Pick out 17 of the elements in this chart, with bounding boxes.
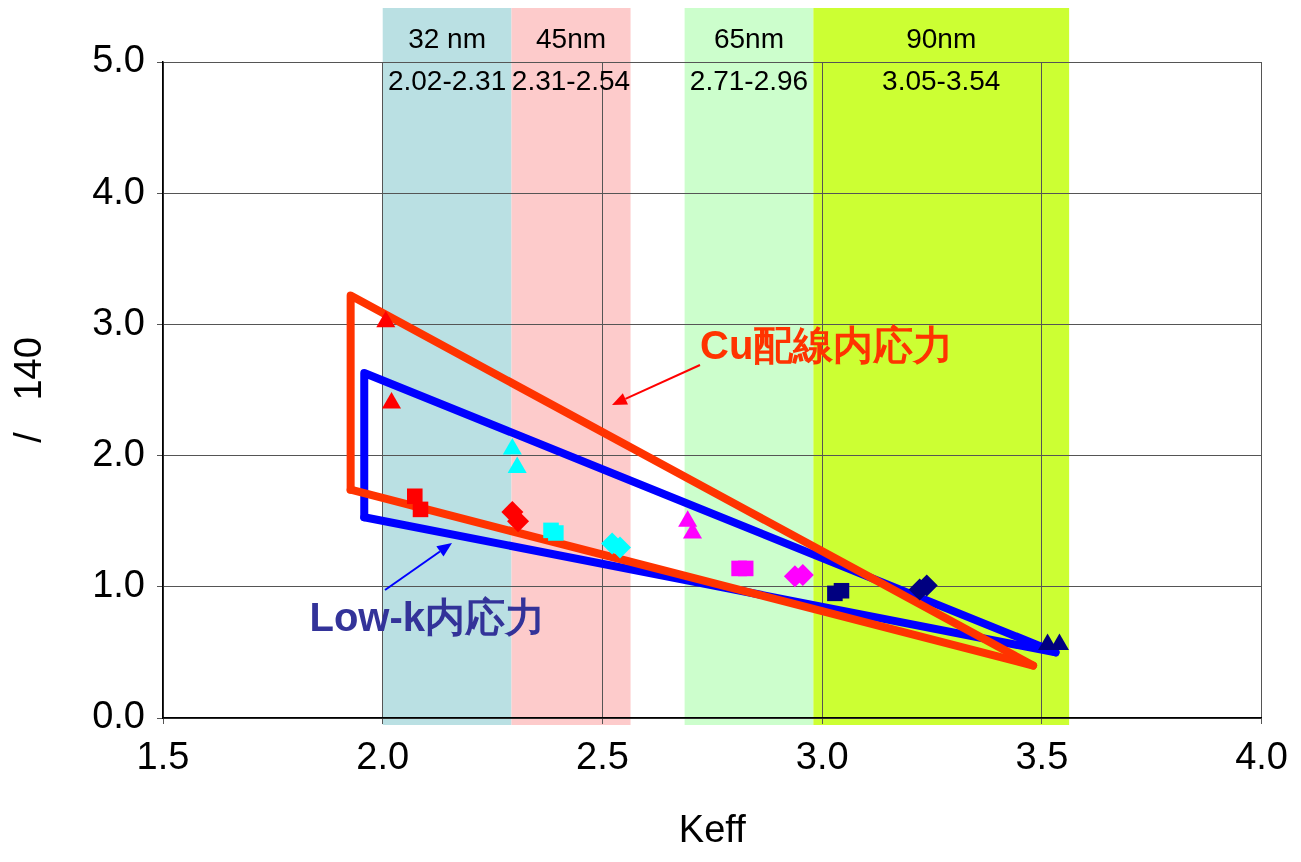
x-tick-label: 3.5 <box>1015 735 1069 778</box>
x-tick-label: 3.0 <box>795 735 849 778</box>
x-tick-label: 2.5 <box>576 735 629 778</box>
y-tick-label: 4.0 <box>92 169 145 212</box>
band-label: 65nm 2.71-2.96 <box>689 22 809 96</box>
y-tick-label: 0.0 <box>92 694 145 737</box>
x-tick-label: 2.0 <box>356 735 410 778</box>
x-axis-title: Keff <box>678 807 747 850</box>
y-tick-label: 2.0 <box>92 432 145 475</box>
x-tick-label: 1.5 <box>136 735 190 778</box>
y-axis-title: / 140 <box>7 337 50 443</box>
y-tick-label: 3.0 <box>92 300 145 343</box>
x-tick-label: 4.0 <box>1235 735 1288 778</box>
band-label: 32 nm 2.02-2.31 <box>387 22 507 96</box>
band-label: 90nm 3.05-3.54 <box>882 22 1001 96</box>
y-tick-label: 1.0 <box>92 563 145 606</box>
y-tick-label: 5.0 <box>92 38 145 81</box>
